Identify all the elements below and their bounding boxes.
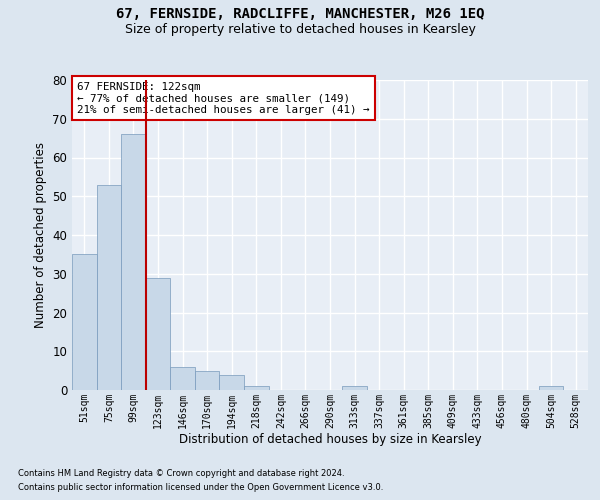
Bar bbox=[195, 370, 220, 390]
Y-axis label: Number of detached properties: Number of detached properties bbox=[34, 142, 47, 328]
Bar bbox=[244, 386, 269, 390]
Bar bbox=[146, 278, 170, 390]
Text: Contains public sector information licensed under the Open Government Licence v3: Contains public sector information licen… bbox=[18, 484, 383, 492]
Bar bbox=[97, 184, 121, 390]
Text: Size of property relative to detached houses in Kearsley: Size of property relative to detached ho… bbox=[125, 22, 475, 36]
Bar bbox=[170, 367, 195, 390]
Text: 67 FERNSIDE: 122sqm
← 77% of detached houses are smaller (149)
21% of semi-detac: 67 FERNSIDE: 122sqm ← 77% of detached ho… bbox=[77, 82, 370, 115]
Bar bbox=[220, 374, 244, 390]
Bar bbox=[72, 254, 97, 390]
Text: Distribution of detached houses by size in Kearsley: Distribution of detached houses by size … bbox=[179, 432, 481, 446]
Bar bbox=[342, 386, 367, 390]
Bar bbox=[539, 386, 563, 390]
Bar bbox=[121, 134, 146, 390]
Text: 67, FERNSIDE, RADCLIFFE, MANCHESTER, M26 1EQ: 67, FERNSIDE, RADCLIFFE, MANCHESTER, M26… bbox=[116, 8, 484, 22]
Text: Contains HM Land Registry data © Crown copyright and database right 2024.: Contains HM Land Registry data © Crown c… bbox=[18, 468, 344, 477]
